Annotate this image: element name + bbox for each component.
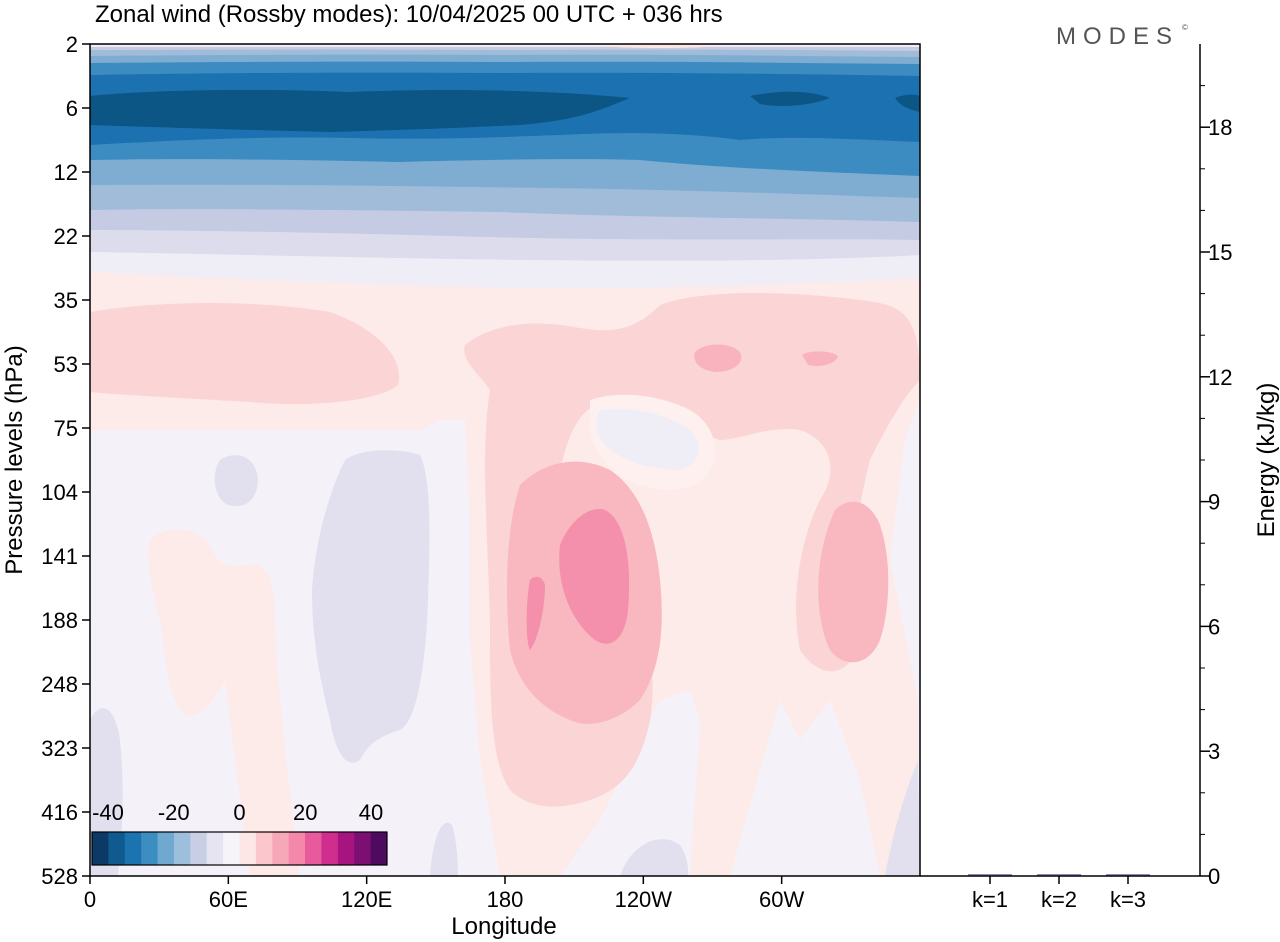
energy-bar <box>1106 874 1150 876</box>
colorbar-swatch <box>305 832 322 865</box>
contour-pos-10-53hpa-a <box>694 344 742 372</box>
y-tick-label: 75 <box>54 416 78 441</box>
contour-pos-10-right <box>818 501 889 663</box>
energy-bar <box>968 874 1012 876</box>
band-neg-35-right <box>750 91 830 106</box>
energy-x-axis: k=1 k=2 k=3 <box>972 876 1146 912</box>
colorbar-swatch <box>272 832 290 865</box>
colorbar-swatch <box>108 832 126 865</box>
colorbar-tick-label: 40 <box>359 800 383 825</box>
colorbar-tick-label: 20 <box>293 800 317 825</box>
energy-tick-label: 12 <box>1208 365 1232 390</box>
band-neg-35-edge <box>895 94 920 112</box>
energy-tick-label: 9 <box>1208 490 1220 515</box>
y-tick-label: 248 <box>41 672 78 697</box>
contour-pos-0-west <box>148 529 300 876</box>
energy-tick-label: 3 <box>1208 739 1220 764</box>
x-tick-label: 120E <box>341 887 392 912</box>
colorbar-swatch <box>206 832 224 865</box>
colorbar-swatch <box>92 832 109 865</box>
colorbar-swatch <box>223 832 240 865</box>
colorbar-swatch <box>173 832 191 865</box>
band-top-pink <box>600 44 720 48</box>
colorbar-swatch <box>157 832 175 865</box>
x-tick-label: 0 <box>84 887 96 912</box>
colorbar-tick-label: 0 <box>233 800 245 825</box>
colorbar-swatch <box>190 832 208 865</box>
modes-logo: MODES © <box>1056 23 1188 50</box>
colorbar <box>91 831 388 866</box>
y-tick-label: 188 <box>41 608 78 633</box>
y-tick-label: 141 <box>41 544 78 569</box>
colorbar-swatch <box>255 832 273 865</box>
modes-logo-mark: © <box>1182 23 1188 32</box>
colorbar-tick-label: -40 <box>92 800 124 825</box>
energy-tick-label: 6 <box>1208 614 1220 639</box>
y-tick-label: 2 <box>66 32 78 57</box>
contour-neg-pocket-center <box>596 408 699 470</box>
y-axis: 2 6 12 22 35 53 75 104 141 188 248 323 416 528 <box>41 32 90 889</box>
y-tick-label: 12 <box>54 160 78 185</box>
y-tick-label: 323 <box>41 736 78 761</box>
colorbar-labels: -40 -20 0 20 40 <box>92 800 383 825</box>
energy-y-axis: 0 3 6 9 12 15 18 <box>1200 85 1232 889</box>
colorbar-frame <box>91 831 388 866</box>
contour-pos-15-small <box>526 576 545 650</box>
colorbar-swatch <box>288 832 306 865</box>
energy-axis-label: Energy (kJ/kg) <box>1253 383 1280 538</box>
contour-neg-0-bottom-mid <box>430 822 458 876</box>
contour-neg-0-60e <box>214 455 258 507</box>
x-tick-label: 120W <box>615 887 673 912</box>
x-tick-label: 60W <box>759 887 804 912</box>
energy-bar <box>1037 874 1081 876</box>
energy-x-tick-label: k=2 <box>1041 887 1077 912</box>
y-tick-label: 528 <box>41 864 78 889</box>
colorbar-swatch <box>321 832 339 865</box>
y-tick-label: 416 <box>41 800 78 825</box>
colorbar-swatch <box>370 832 388 865</box>
energy-tick-label: 0 <box>1208 864 1220 889</box>
contour-neg-0-bottom-center <box>620 839 689 876</box>
chart-title: Zonal wind (Rossby modes): 10/04/2025 00… <box>95 1 723 28</box>
y-tick-label: 22 <box>54 224 78 249</box>
colorbar-swatch <box>239 832 257 865</box>
energy-x-tick-label: k=3 <box>1110 887 1146 912</box>
energy-x-tick-label: k=1 <box>972 887 1008 912</box>
modes-logo-text: MODES <box>1056 23 1179 50</box>
contour-neg-0-bottom-right <box>885 760 920 876</box>
colorbar-swatch <box>141 832 159 865</box>
contour-pos-15-center <box>559 509 630 644</box>
colorbar-swatch <box>337 832 355 865</box>
contour-pos-5-left <box>90 303 400 405</box>
colorbar-swatch <box>354 832 372 865</box>
y-tick-label: 35 <box>54 288 78 313</box>
zonal-wind-heatmap <box>90 44 920 876</box>
energy-tick-label: 15 <box>1208 240 1232 265</box>
contour-neg-0-120e <box>312 450 430 763</box>
energy-bars <box>968 874 1150 876</box>
x-axis-label: Longitude <box>451 913 556 940</box>
x-axis: 0 60E 120E 180 120W 60W <box>84 876 805 912</box>
y-tick-label: 104 <box>41 480 78 505</box>
y-tick-label: 6 <box>66 96 78 121</box>
colorbar-tick-label: -20 <box>158 800 190 825</box>
y-axis-label: Pressure levels (hPa) <box>1 345 28 574</box>
x-tick-label: 180 <box>487 887 524 912</box>
y-tick-label: 53 <box>54 352 78 377</box>
contour-pos-10-53hpa-b <box>802 351 838 366</box>
colorbar-swatch <box>124 832 142 865</box>
x-tick-label: 60E <box>209 887 248 912</box>
energy-tick-label: 18 <box>1208 115 1232 140</box>
band-neg-35 <box>90 89 630 132</box>
